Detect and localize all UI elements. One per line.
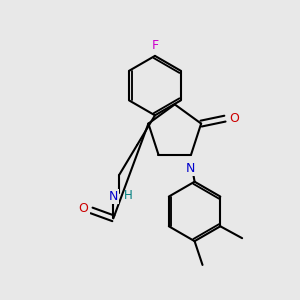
Text: O: O <box>79 202 88 215</box>
Text: F: F <box>152 39 158 52</box>
Text: O: O <box>229 112 239 125</box>
Text: N: N <box>185 161 195 175</box>
Text: N: N <box>109 190 118 203</box>
Text: H: H <box>124 189 133 202</box>
